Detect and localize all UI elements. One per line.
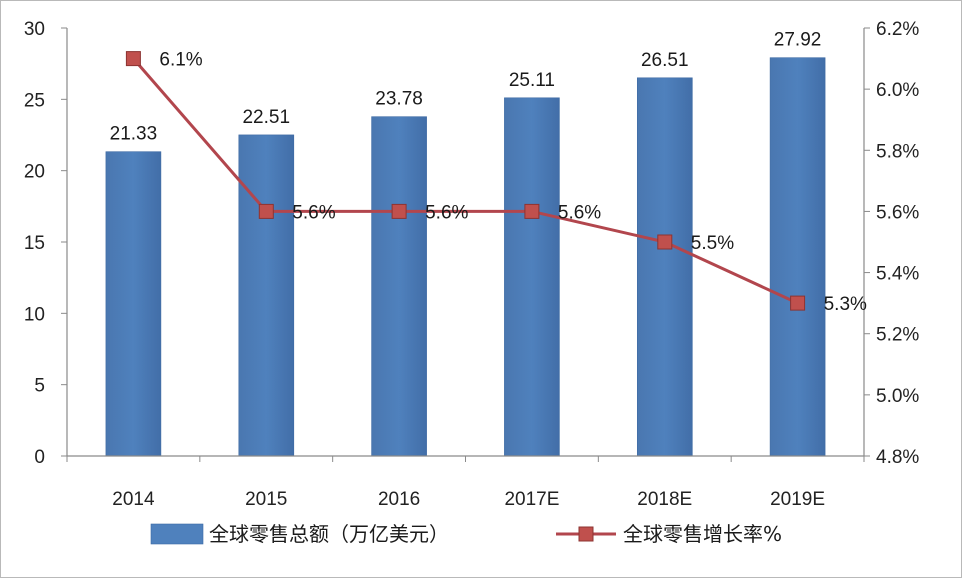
- bar-value-label: 22.51: [242, 107, 290, 128]
- line-series: [125, 51, 806, 311]
- legend-bar-swatch: [150, 523, 204, 545]
- bar-value-label: 25.11: [509, 70, 555, 91]
- growth-value-label: 5.6%: [292, 202, 335, 223]
- left-tick-label: 25: [24, 90, 45, 111]
- bar-2018E: [636, 77, 693, 457]
- data-labels: 21.33 22.51 23.78 25.11 26.51 27.92 6.1% 5.6% 5.…: [110, 30, 867, 315]
- x-tick-label: 2016: [378, 489, 420, 510]
- right-tick-label: 6.0%: [876, 80, 919, 101]
- bar-value-label: 27.92: [774, 30, 822, 51]
- bar-2019E: [769, 57, 826, 457]
- x-tick-label: 2017E: [504, 489, 559, 510]
- bar-2014: [105, 151, 162, 457]
- legend-line-marker: [578, 526, 594, 542]
- right-tick-label: 5.6%: [876, 202, 919, 223]
- growth-rate-line: [132, 57, 799, 305]
- right-tick-label: 5.8%: [876, 141, 919, 162]
- bar-value-label: 26.51: [641, 50, 689, 71]
- bar-2017E: [504, 97, 560, 457]
- bar-value-label: 23.78: [375, 89, 423, 110]
- legend-bar-label: 全球零售总额（万亿美元）: [209, 522, 449, 546]
- growth-marker-2018E: [657, 234, 673, 250]
- bar-value-label: 21.33: [110, 124, 158, 145]
- growth-value-label: 5.6%: [558, 202, 601, 223]
- x-tick-label: 2018E: [637, 489, 692, 510]
- growth-value-label: 5.5%: [691, 233, 734, 254]
- right-tick-label: 5.2%: [876, 325, 919, 346]
- left-tick-label: 30: [24, 19, 45, 40]
- bar-series: [105, 57, 826, 457]
- legend: 全球零售总额（万亿美元） 全球零售增长率%: [150, 522, 782, 546]
- x-tick-label: 2015: [245, 489, 287, 510]
- growth-marker-2016: [391, 203, 407, 219]
- legend-line-label: 全球零售增长率%: [623, 522, 782, 546]
- right-tick-label: 6.2%: [876, 19, 919, 40]
- growth-marker-2015: [258, 203, 274, 219]
- bar-2016: [371, 116, 427, 457]
- growth-marker-2017E: [524, 203, 540, 219]
- x-tick-label: 2019E: [770, 489, 825, 510]
- right-tick-label: 4.8%: [876, 447, 919, 468]
- left-tick-label: 10: [24, 304, 45, 325]
- axes: 0 5 10 15 20 25 30 4.8% 5.0% 5.2% 5.4% 5.6% 5.8% 6.0%…: [24, 19, 920, 510]
- bar-2015: [238, 134, 295, 457]
- growth-value-label: 5.3%: [824, 294, 867, 315]
- right-tick-label: 5.4%: [876, 264, 919, 285]
- left-tick-label: 5: [34, 376, 45, 397]
- left-tick-label: 0: [34, 447, 45, 468]
- growth-value-label: 5.6%: [425, 202, 468, 223]
- growth-value-label: 6.1%: [159, 50, 202, 71]
- x-tick-label: 2014: [112, 489, 155, 510]
- left-tick-label: 20: [24, 162, 45, 183]
- growth-marker-2014: [125, 51, 141, 67]
- right-tick-label: 5.0%: [876, 386, 919, 407]
- left-tick-label: 15: [24, 233, 45, 254]
- growth-marker-2019E: [790, 295, 806, 311]
